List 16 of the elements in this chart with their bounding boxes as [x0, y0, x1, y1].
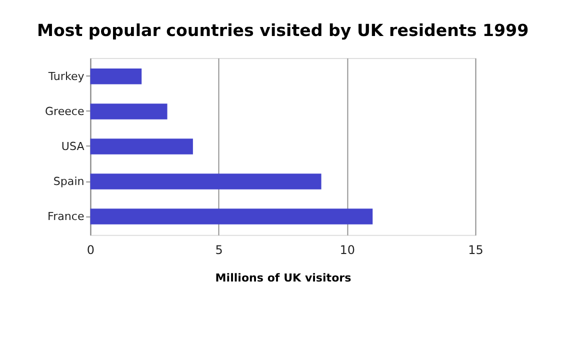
bar	[90, 208, 373, 224]
y-tick-label: Spain	[53, 175, 84, 188]
y-tick-label: Turkey	[47, 70, 85, 84]
x-tick-label: 10	[340, 242, 356, 257]
bar	[90, 68, 142, 84]
y-tick-label: USA	[61, 140, 85, 154]
x-tick-label: 15	[468, 242, 484, 257]
chart-title: Most popular countries visited by UK residents 1999	[36, 20, 529, 40]
bar	[90, 174, 322, 190]
bar	[90, 138, 193, 154]
x-tick-label: 0	[86, 242, 95, 257]
y-tick-label: France	[48, 210, 84, 224]
x-tick-label: 5	[215, 242, 223, 257]
bar	[90, 104, 168, 120]
y-tick-label: Greece	[44, 105, 84, 118]
x-axis-title: Millions of UK visitors	[215, 271, 352, 284]
